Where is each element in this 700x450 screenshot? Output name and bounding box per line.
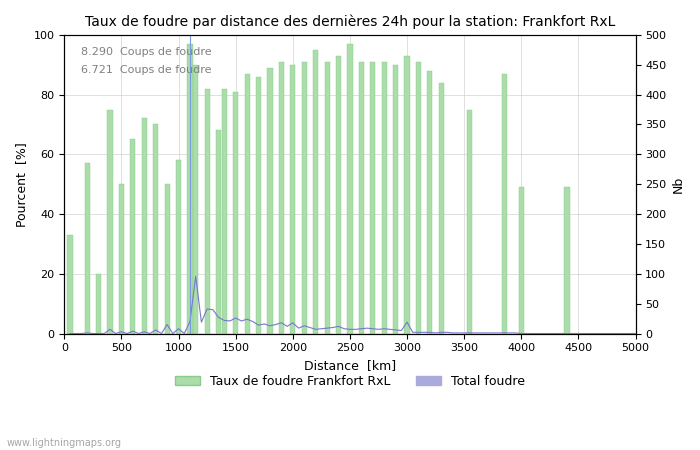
Bar	[141, 118, 147, 333]
Bar	[188, 44, 193, 333]
Bar	[519, 187, 524, 333]
Bar	[393, 65, 398, 333]
Text: www.lightningmaps.org: www.lightningmaps.org	[7, 437, 122, 447]
Bar	[439, 83, 444, 333]
Bar	[382, 62, 387, 333]
Bar	[347, 44, 353, 333]
Bar	[67, 235, 73, 333]
Bar	[313, 50, 319, 333]
Bar	[416, 62, 421, 333]
Bar	[107, 109, 113, 333]
Bar	[359, 62, 364, 333]
Bar	[119, 184, 124, 333]
Bar	[233, 92, 238, 333]
Bar	[405, 56, 409, 333]
Bar	[96, 274, 101, 333]
Bar	[564, 187, 570, 333]
Bar	[468, 109, 472, 333]
X-axis label: Distance  [km]: Distance [km]	[304, 359, 396, 372]
Y-axis label: Nb: Nb	[672, 176, 685, 193]
Bar	[204, 89, 210, 333]
Bar	[153, 125, 158, 333]
Bar	[325, 62, 330, 333]
Text: 8.290  Coups de foudre: 8.290 Coups de foudre	[81, 47, 212, 57]
Bar	[130, 140, 135, 333]
Text: 6.721  Coups de foudre: 6.721 Coups de foudre	[81, 65, 212, 75]
Bar	[279, 62, 284, 333]
Bar	[256, 76, 261, 333]
Bar	[85, 163, 90, 333]
Bar	[176, 160, 181, 333]
Bar	[164, 184, 169, 333]
Bar	[502, 74, 507, 333]
Bar	[193, 65, 198, 333]
Bar	[267, 68, 272, 333]
Bar	[370, 62, 375, 333]
Bar	[302, 62, 307, 333]
Bar	[216, 130, 221, 333]
Bar	[428, 71, 433, 333]
Bar	[290, 65, 295, 333]
Bar	[244, 74, 250, 333]
Legend: Taux de foudre Frankfort RxL, Total foudre: Taux de foudre Frankfort RxL, Total foud…	[170, 370, 530, 393]
Y-axis label: Pourcent  [%]: Pourcent [%]	[15, 142, 28, 226]
Bar	[222, 89, 227, 333]
Title: Taux de foudre par distance des dernières 24h pour la station: Frankfort RxL: Taux de foudre par distance des dernière…	[85, 15, 615, 30]
Bar	[336, 56, 341, 333]
